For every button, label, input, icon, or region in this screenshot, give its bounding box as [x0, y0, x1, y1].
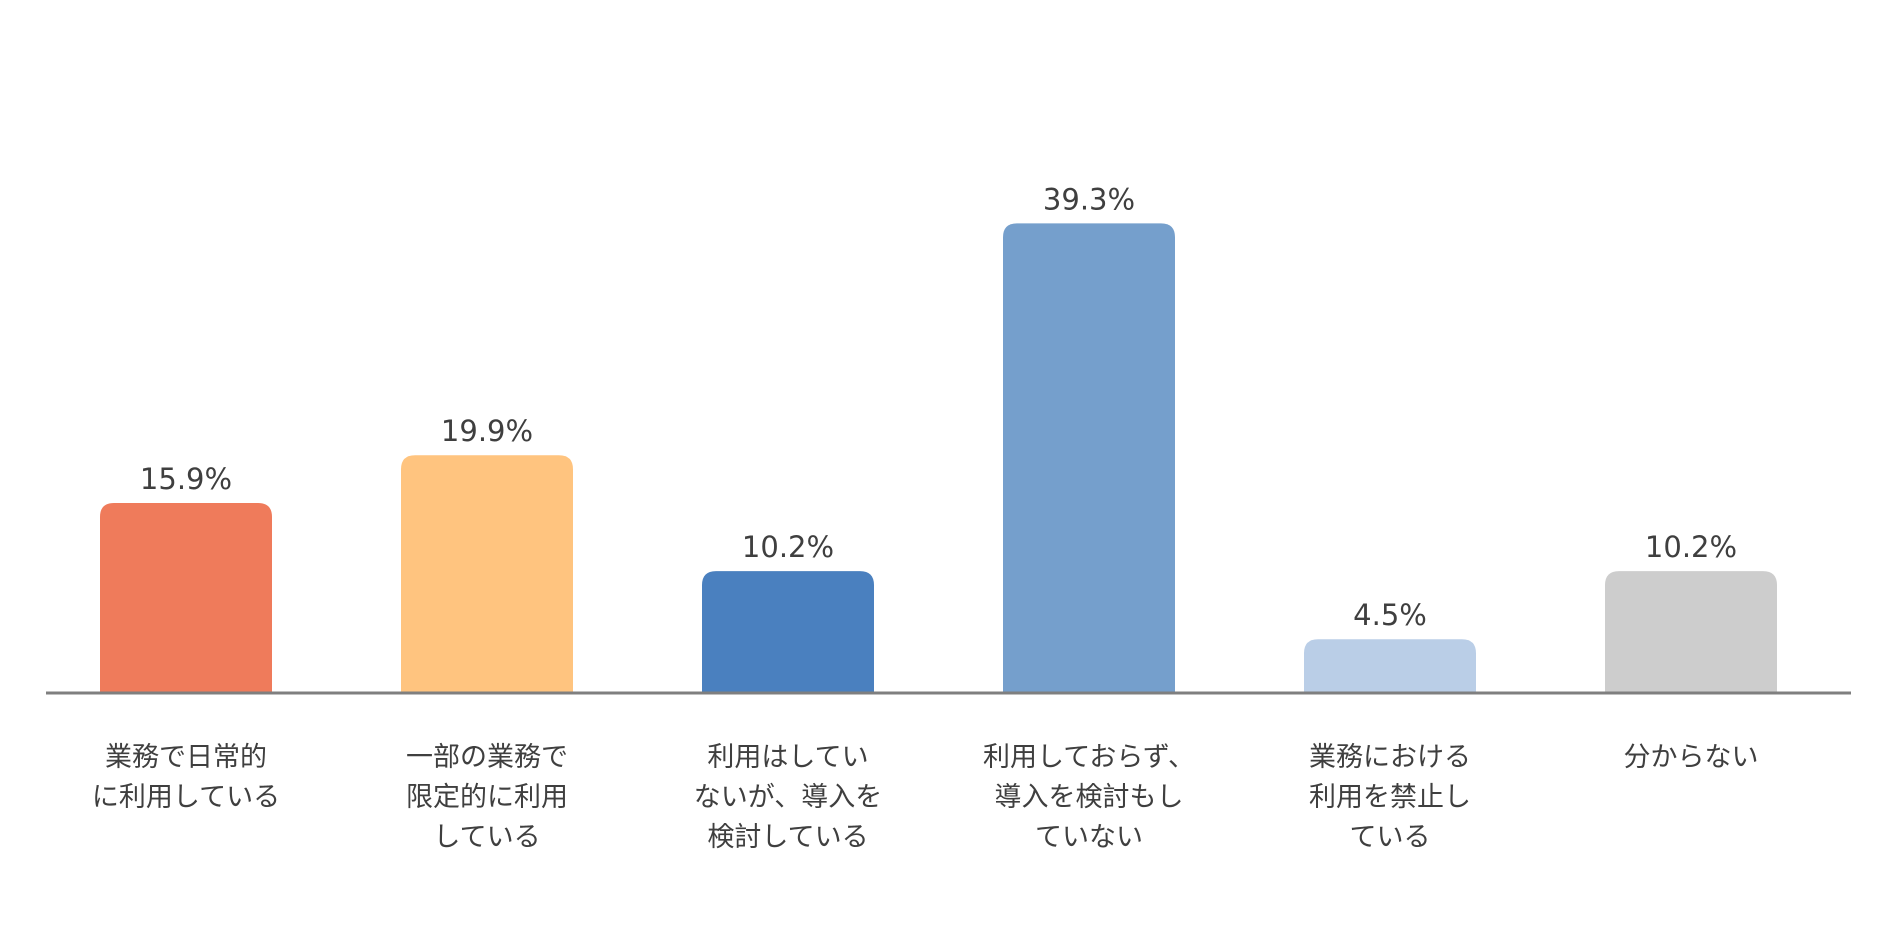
category-label-line: 分からない — [1624, 742, 1759, 773]
bar-2 — [401, 455, 573, 693]
data-label-2: 19.9% — [441, 414, 533, 448]
category-label-line: ていない — [1035, 822, 1143, 853]
category-label-line: 業務における — [1309, 742, 1471, 773]
category-label-line: ている — [1350, 822, 1431, 853]
category-label-1: 業務で日常的に利用している — [92, 742, 280, 813]
bar-6 — [1605, 571, 1777, 693]
category-label-line: に利用している — [92, 782, 280, 813]
category-label-6: 分からない — [1624, 742, 1759, 773]
category-labels-group: 業務で日常的に利用している 一部の業務で限定的に利用している 利用はしていないが、導… — [92, 742, 1759, 853]
bars-group — [100, 223, 1777, 694]
data-label-4: 39.3% — [1043, 182, 1135, 216]
category-label-line: 業務で日常的 — [105, 742, 267, 773]
category-label-line: 導入を検討もし — [995, 782, 1184, 813]
category-label-line: している — [433, 822, 540, 853]
category-label-line: ないが、導入を — [694, 782, 882, 813]
data-label-6: 10.2% — [1645, 530, 1737, 564]
category-label-4: 利用しておらず、導入を検討もしていない — [983, 742, 1195, 853]
category-label-line: 一部の業務で — [406, 742, 568, 773]
value-labels-group: 15.9% 19.9% 10.2% 39.3% 4.5% 10.2% — [140, 182, 1737, 632]
data-label-1: 15.9% — [140, 462, 232, 496]
data-label-5: 4.5% — [1353, 598, 1427, 632]
category-label-line: 利用はしてい — [707, 742, 868, 773]
bar-5 — [1304, 639, 1476, 693]
category-label-5: 業務における利用を禁止している — [1309, 742, 1471, 853]
category-label-line: 利用しておらず、 — [983, 742, 1195, 773]
category-label-3: 利用はしていないが、導入を検討している — [694, 742, 882, 853]
category-label-line: 利用を禁止し — [1309, 782, 1471, 813]
category-label-2: 一部の業務で限定的に利用している — [406, 742, 568, 853]
bar-1 — [100, 502, 272, 693]
category-label-line: 検討している — [707, 822, 868, 853]
data-label-3: 10.2% — [742, 530, 834, 564]
bar-4 — [1003, 223, 1175, 694]
bar-3 — [702, 571, 874, 693]
category-label-line: 限定的に利用 — [406, 782, 568, 813]
